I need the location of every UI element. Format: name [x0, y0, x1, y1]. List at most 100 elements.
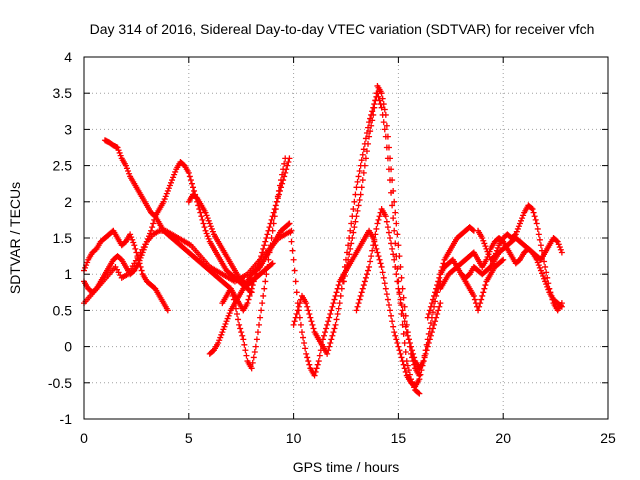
- interpolated-point: [372, 231, 379, 238]
- interpolated-point: [482, 282, 489, 289]
- data-point: [231, 267, 242, 280]
- interpolated-point: [538, 270, 545, 277]
- interpolated-point: [536, 264, 543, 271]
- data-point: [118, 272, 130, 281]
- interpolated-point: [389, 202, 396, 209]
- y-tick-label: 2.5: [53, 158, 73, 174]
- interpolated-point: [434, 311, 441, 318]
- interpolated-point: [369, 117, 376, 124]
- data-point: [521, 204, 531, 216]
- interpolated-point: [329, 332, 336, 339]
- data-point: [206, 238, 216, 251]
- interpolated-point: [263, 271, 270, 278]
- interpolated-point: [234, 311, 241, 318]
- data-point: [265, 235, 275, 263]
- data-point: [428, 289, 439, 307]
- interpolated-point: [400, 312, 407, 319]
- data-point: [282, 158, 292, 176]
- interpolated-point: [348, 220, 355, 227]
- interpolated-point: [390, 187, 397, 194]
- interpolated-point: [117, 152, 124, 159]
- data-point: [240, 280, 250, 292]
- interpolated-point: [360, 282, 367, 289]
- interpolated-point: [203, 212, 210, 219]
- data-point: [206, 348, 216, 357]
- data-point: [558, 249, 565, 256]
- interpolated-point: [383, 218, 390, 225]
- interpolated-point: [258, 307, 265, 314]
- interpolated-point: [515, 223, 522, 230]
- interpolated-point: [348, 240, 355, 247]
- data-point: [487, 265, 497, 278]
- interpolated-point: [263, 235, 270, 241]
- interpolated-point: [365, 267, 372, 274]
- interpolated-point: [480, 237, 487, 244]
- interpolated-point: [162, 193, 169, 200]
- interpolated-point: [235, 316, 242, 323]
- data-point: [269, 206, 279, 234]
- data-point: [131, 180, 141, 193]
- interpolated-point: [305, 358, 312, 365]
- axis-ticks: 0 5 10 15 20 25 -1 -0.5 0 0.5 1 1.5 2 2.5 3 3.5 4: [48, 49, 616, 446]
- interpolated-point: [126, 170, 133, 177]
- interpolated-point: [476, 303, 483, 310]
- data-point: [387, 235, 397, 258]
- interpolated-point: [132, 245, 139, 252]
- data-point: [349, 218, 359, 241]
- data-point: [491, 244, 501, 260]
- interpolated-point: [188, 180, 195, 187]
- interpolated-point: [380, 274, 387, 281]
- interpolated-point: [519, 215, 526, 222]
- interpolated-point: [264, 231, 271, 238]
- data-point: [164, 307, 171, 314]
- interpolated-point: [494, 244, 501, 251]
- interpolated-point: [543, 269, 550, 276]
- interpolated-point: [220, 326, 227, 333]
- data-point: [433, 303, 443, 321]
- interpolated-point: [530, 209, 537, 216]
- interpolated-point: [410, 350, 417, 357]
- interpolated-point: [327, 339, 334, 346]
- interpolated-point: [204, 215, 211, 222]
- interpolated-point: [271, 213, 278, 220]
- interpolated-point: [404, 332, 411, 339]
- interpolated-point: [84, 259, 91, 266]
- interpolated-point: [534, 259, 541, 266]
- data-point: [479, 268, 489, 278]
- interpolated-point: [309, 321, 316, 328]
- data-point: [181, 162, 191, 175]
- interpolated-point: [436, 274, 443, 281]
- interpolated-point: [415, 389, 422, 396]
- data-point: [437, 260, 447, 278]
- data-point: [424, 303, 434, 321]
- data-point: [215, 331, 225, 346]
- data-point: [366, 108, 376, 126]
- data-point: [278, 160, 288, 184]
- interpolated-point: [289, 247, 296, 254]
- data-point: [110, 227, 120, 240]
- interpolated-point: [325, 347, 332, 354]
- data-point: [290, 256, 300, 296]
- data-point: [315, 336, 325, 348]
- data-point: [416, 372, 423, 379]
- interpolated-point: [314, 361, 321, 368]
- data-point: [206, 220, 216, 235]
- data-point: [332, 305, 342, 328]
- x-axis-label: GPS time / hours: [293, 459, 400, 475]
- interpolated-point: [343, 267, 349, 274]
- data-point: [500, 256, 507, 263]
- interpolated-point: [352, 218, 359, 225]
- y-tick-label: -0.5: [48, 375, 72, 391]
- data-point: [127, 173, 137, 185]
- interpolated-point: [130, 239, 137, 246]
- interpolated-point: [555, 241, 562, 248]
- interpolated-point: [230, 296, 237, 303]
- data-point: [382, 213, 392, 236]
- interpolated-point: [356, 168, 363, 175]
- interpolated-point: [250, 354, 257, 361]
- interpolated-point: [306, 311, 313, 318]
- interpolated-point: [365, 140, 372, 147]
- interpolated-point: [360, 169, 367, 176]
- data-point: [139, 195, 149, 207]
- interpolated-point: [425, 339, 432, 346]
